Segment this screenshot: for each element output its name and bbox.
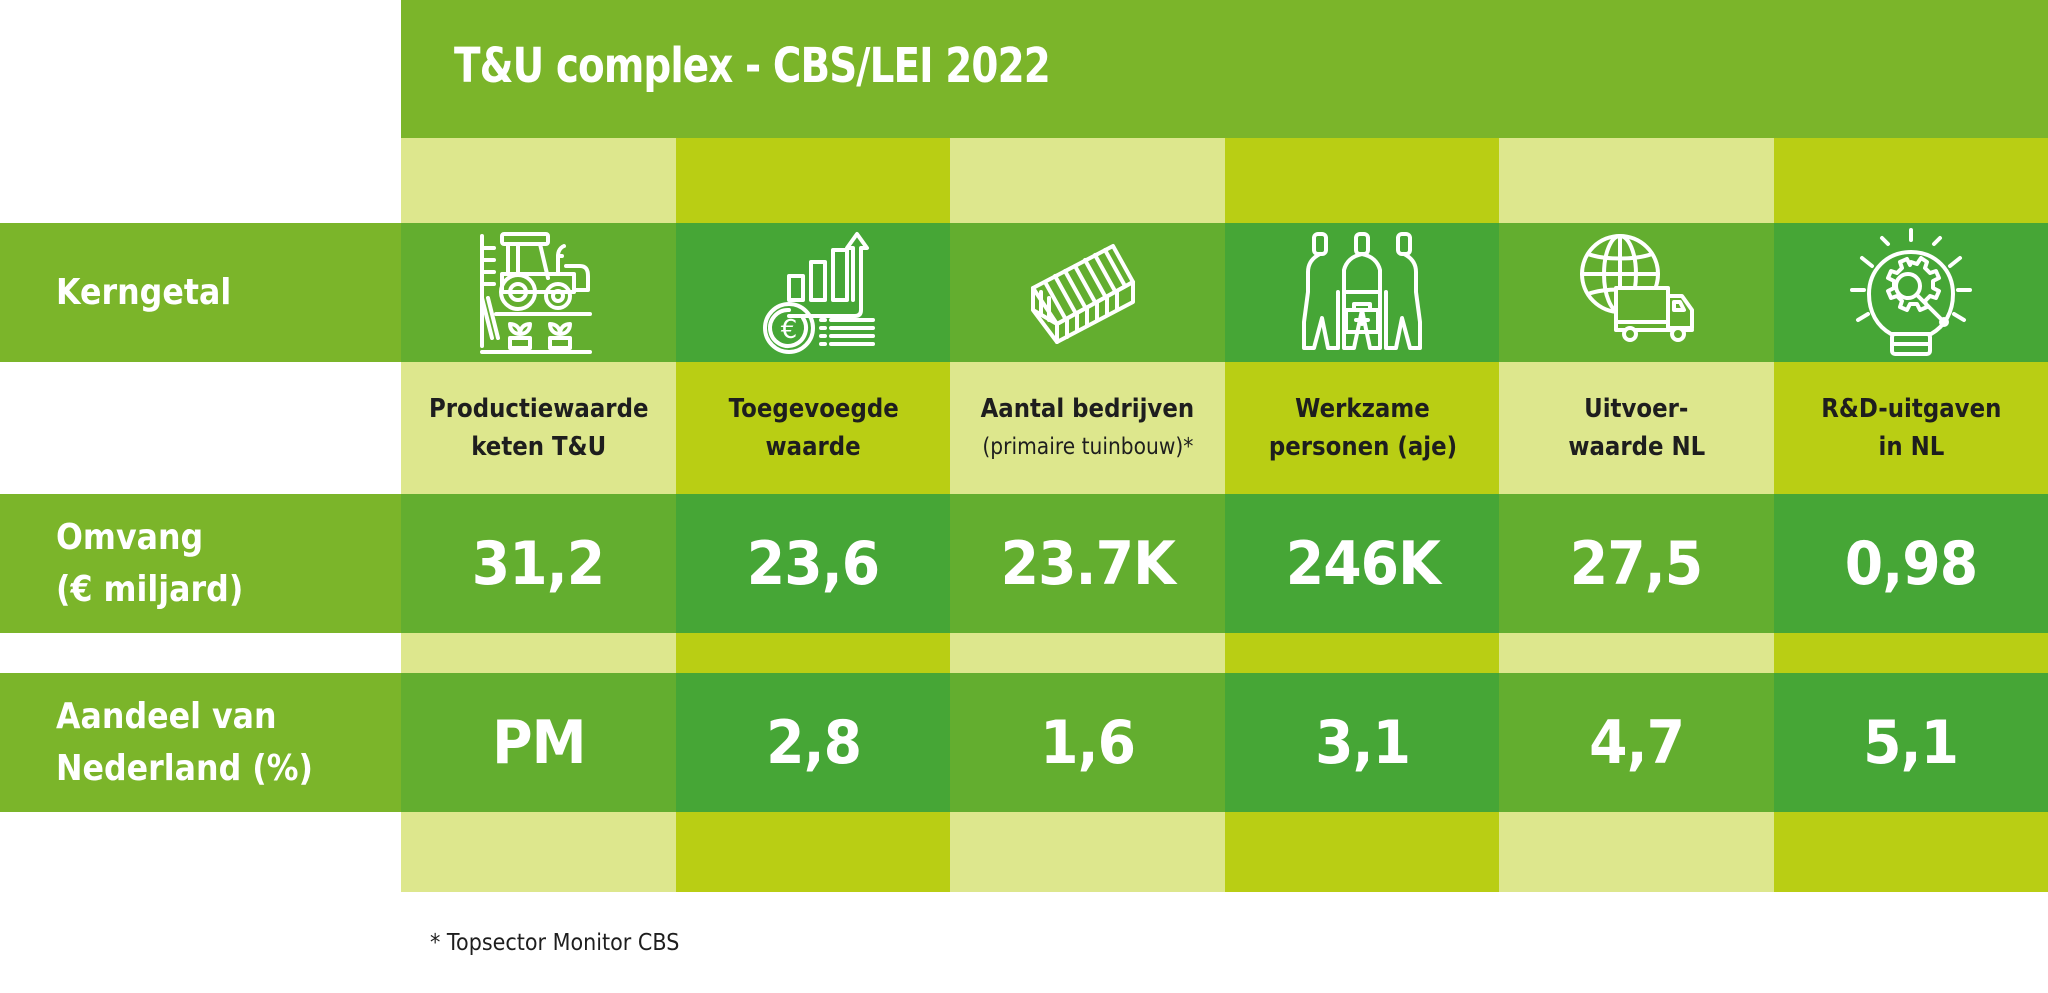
svg-text:€: €	[780, 315, 797, 345]
omvang-value: 23,6	[747, 528, 880, 599]
euro-growth-chart-icon: €	[676, 223, 951, 362]
aandeel-value: 3,1	[1314, 707, 1411, 778]
column-header-line1: Aantal bedrijven	[980, 394, 1195, 424]
column-header-uitvoerwaarde: Uitvoer- waarde NL	[1499, 362, 1774, 494]
omvang-cell: 246K	[1225, 494, 1500, 633]
omvang-value: 246K	[1285, 528, 1440, 599]
aandeel-row: Aandeel van Nederland (%) PM 2,8 1,6 3,1…	[0, 673, 2048, 812]
greenhouse-icon	[950, 223, 1225, 362]
omvang-value: 31,2	[472, 528, 605, 599]
kerngetal-label: Kerngetal	[56, 272, 232, 313]
aandeel-label-line2: Nederland (%)	[56, 748, 313, 789]
tractor-crops-icon	[401, 223, 676, 362]
aandeel-cell: 3,1	[1225, 673, 1500, 812]
column-header-line1: R&D-uitgaven	[1820, 394, 2002, 424]
kerngetal-row: Kerngetal €	[0, 223, 2048, 362]
aandeel-cell: 2,8	[676, 673, 951, 812]
column-header-line1: Werkzame	[1295, 394, 1430, 424]
omvang-value: 27,5	[1570, 528, 1703, 599]
omvang-cell: 31,2	[401, 494, 676, 633]
omvang-cell: 27,5	[1499, 494, 1774, 633]
aandeel-cell: PM	[401, 673, 676, 812]
title-bar	[401, 0, 2048, 138]
page-title: T&U complex - CBS/LEI 2022	[454, 38, 1051, 94]
omvang-value: 0,98	[1844, 528, 1978, 599]
column-header-aantal-bedrijven: Aantal bedrijven (primaire tuinbouw)*	[950, 362, 1225, 494]
column-header-line2: (primaire tuinbouw)*	[981, 434, 1194, 460]
aandeel-cell: 5,1	[1774, 673, 2048, 812]
aandeel-label-line1: Aandeel van	[56, 696, 277, 737]
aandeel-value: 2,8	[765, 707, 862, 778]
column-header-toegevoegde-waarde: Toegevoegde waarde	[676, 362, 951, 494]
omvang-row: Omvang (€ miljard) 31,2 23,6 23.7K 246K …	[0, 494, 2048, 633]
column-header-line2: waarde	[765, 432, 862, 462]
omvang-label-line1: Omvang	[56, 517, 204, 558]
aandeel-value: PM	[491, 707, 586, 778]
column-header-productiewaarde: Productiewaarde keten T&U	[401, 362, 676, 494]
workers-group-icon	[1225, 223, 1500, 362]
omvang-label-line2: (€ miljard)	[56, 569, 244, 610]
column-header-line1: Uitvoer-	[1584, 394, 1689, 424]
column-header-line1: Productiewaarde	[428, 394, 649, 424]
column-header-line2: personen (aje)	[1268, 432, 1457, 462]
aandeel-cell: 4,7	[1499, 673, 1774, 812]
aandeel-value: 5,1	[1863, 707, 1959, 778]
aandeel-cell: 1,6	[950, 673, 1225, 812]
omvang-cell: 0,98	[1774, 494, 2048, 633]
omvang-cell: 23.7K	[950, 494, 1225, 633]
column-header-line2: keten T&U	[471, 432, 606, 462]
globe-truck-icon	[1499, 223, 1774, 362]
column-header-line1: Toegevoegde	[728, 394, 899, 424]
column-header-werkzame-personen: Werkzame personen (aje)	[1225, 362, 1500, 494]
column-header-line2: waarde NL	[1568, 432, 1705, 462]
footnote: * Topsector Monitor CBS	[430, 930, 680, 956]
lightbulb-gear-icon	[1774, 223, 2048, 362]
aandeel-value: 4,7	[1588, 707, 1685, 778]
column-header-line2: in NL	[1878, 432, 1944, 462]
omvang-value: 23.7K	[1000, 528, 1175, 599]
aandeel-value: 1,6	[1039, 707, 1136, 778]
column-header-rd-uitgaven: R&D-uitgaven in NL	[1774, 362, 2048, 494]
omvang-cell: 23,6	[676, 494, 951, 633]
